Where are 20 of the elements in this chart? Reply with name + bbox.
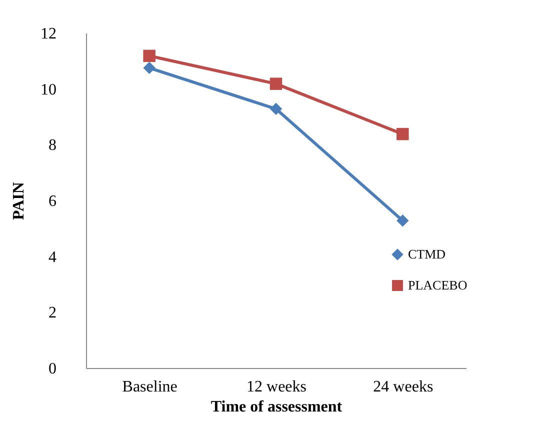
y-axis-title: PAIN (10, 182, 28, 220)
point (270, 102, 282, 116)
point (270, 78, 282, 90)
legend-label: PLACEBO (408, 278, 468, 292)
x-tick-label: 24 weeks (373, 378, 434, 396)
legend-label: CTMD (408, 246, 446, 262)
y-tick-label: 12 (40, 26, 56, 42)
x-tick-label: Baseline (122, 378, 178, 396)
x-tick-label: 12 weeks (246, 378, 306, 396)
y-tick-label: 8 (48, 137, 56, 154)
y-tick-label: 10 (40, 81, 56, 98)
point (396, 128, 409, 140)
point (396, 214, 409, 227)
y-tick-label: 0 (48, 360, 56, 378)
y-tick-label: 4 (48, 248, 56, 266)
x-axis-title: Time of assessment (210, 398, 343, 416)
point (143, 62, 156, 74)
y-tick-label: 2 (48, 304, 56, 322)
y-tick-label: 6 (48, 193, 56, 210)
point (143, 50, 156, 62)
